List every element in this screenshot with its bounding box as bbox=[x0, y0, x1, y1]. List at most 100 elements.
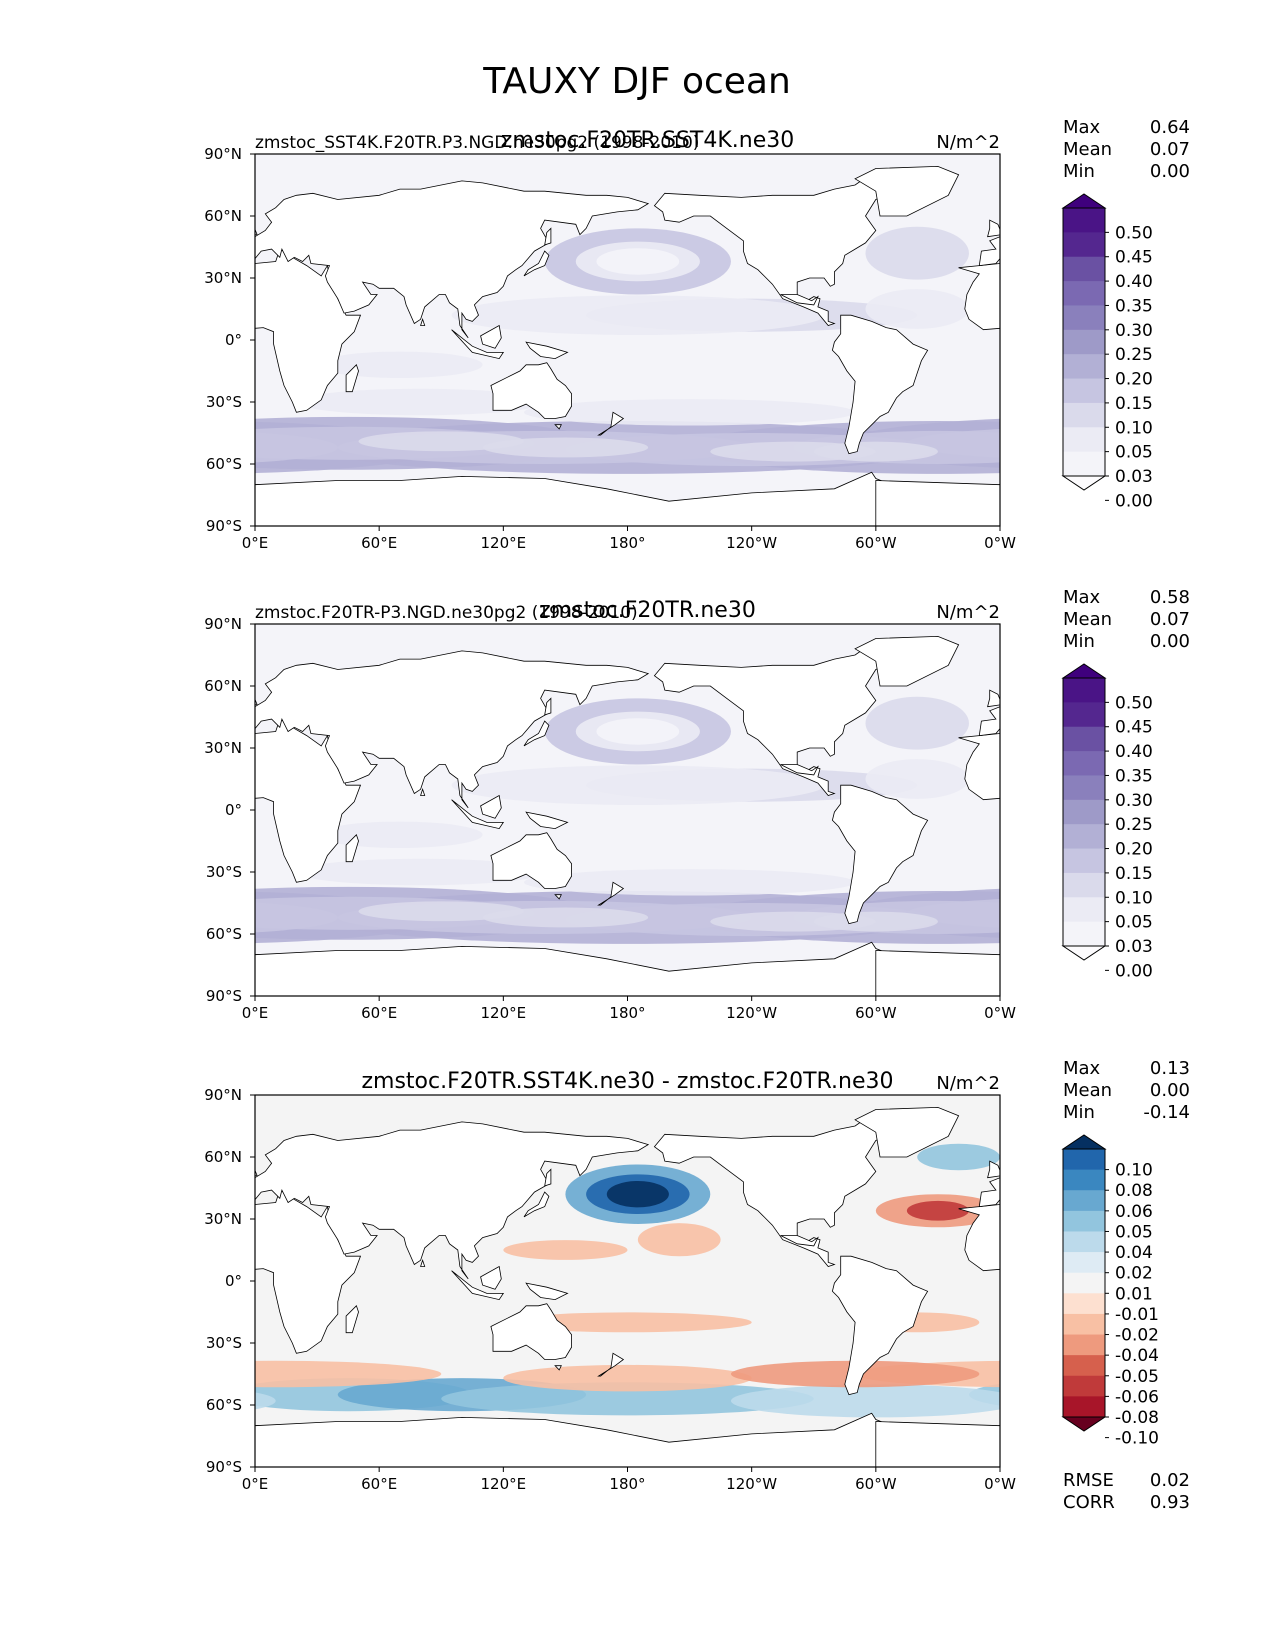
colorbar-segment bbox=[1063, 775, 1105, 801]
colorbar-label: 0.35 bbox=[1115, 296, 1153, 316]
land-mass bbox=[110, 1107, 214, 1157]
x-tick-label: 60°W bbox=[855, 1004, 897, 1022]
colorbar-segment bbox=[1063, 726, 1105, 752]
colorbar-segment bbox=[1063, 1252, 1105, 1274]
land-mass bbox=[345, 1305, 359, 1334]
field-contour bbox=[0, 433, 193, 466]
land-mass bbox=[0, 1112, 172, 1267]
y-tick-label: 0° bbox=[225, 1272, 242, 1290]
colorbar-label: 0.30 bbox=[1115, 791, 1153, 811]
land-mass bbox=[255, 1121, 650, 1280]
field-contour bbox=[0, 421, 193, 474]
colorbar-segment bbox=[1063, 281, 1105, 306]
stat-label: Max bbox=[1063, 1058, 1101, 1079]
stat-label: Mean bbox=[1063, 609, 1112, 630]
land-mass bbox=[87, 785, 182, 924]
land-mass bbox=[597, 1352, 625, 1377]
land-mass bbox=[87, 1256, 182, 1395]
y-tick-label: 60°S bbox=[206, 925, 242, 943]
y-tick-label: 60°N bbox=[204, 207, 242, 225]
land-mass bbox=[958, 263, 1000, 331]
x-tick-label: 0°W bbox=[984, 1004, 1016, 1022]
colorbar-label: 0.20 bbox=[1115, 840, 1153, 860]
field-layer bbox=[0, 1106, 1275, 1467]
field-contour bbox=[69, 442, 193, 462]
field-contour bbox=[482, 437, 649, 458]
field-contour bbox=[1228, 908, 1275, 928]
colorbar-label: -0.04 bbox=[1115, 1346, 1159, 1366]
field-contour bbox=[731, 1384, 1000, 1418]
land-mass bbox=[780, 294, 819, 306]
land-mass bbox=[1226, 796, 1247, 819]
colorbar-segment bbox=[1063, 208, 1105, 233]
land-mass bbox=[490, 832, 572, 889]
panel-center-title: zmstoc.F20TR.ne30 bbox=[539, 598, 756, 623]
land-mass bbox=[831, 1255, 929, 1396]
field-contour bbox=[0, 901, 7, 934]
land-mass bbox=[554, 424, 562, 430]
field-contour bbox=[296, 858, 545, 886]
x-tick-label: 60°E bbox=[361, 1475, 397, 1493]
field-contour bbox=[110, 1312, 234, 1332]
land-mass bbox=[36, 295, 73, 305]
field-contour bbox=[813, 441, 938, 462]
extra-stat-value: 0.93 bbox=[1150, 1492, 1190, 1513]
colorbar-label: 0.20 bbox=[1115, 370, 1153, 390]
x-tick-label: 120°W bbox=[726, 1475, 777, 1493]
panel-units: N/m^2 bbox=[936, 602, 1000, 623]
field-contour bbox=[865, 696, 969, 750]
y-tick-label: 60°N bbox=[204, 677, 242, 695]
field-contour bbox=[255, 902, 338, 933]
extra-stat-value: 0.02 bbox=[1150, 1470, 1190, 1491]
field-contour bbox=[1186, 1382, 1275, 1415]
field-contour bbox=[0, 399, 110, 425]
stat-value: 0.00 bbox=[1150, 1080, 1190, 1101]
x-tick-label: 120°W bbox=[726, 1004, 777, 1022]
land-mass bbox=[480, 794, 502, 819]
panel-left-title: zmstoc_SST4K.F20TR.P3.NGD.ne30pg2 (1998-… bbox=[255, 133, 699, 153]
field-contour bbox=[1197, 295, 1275, 335]
colorbar-label: -0.08 bbox=[1115, 1408, 1159, 1428]
y-tick-label: 60°N bbox=[204, 1148, 242, 1166]
colorbar-segment bbox=[1063, 427, 1105, 453]
x-tick-label: 0°E bbox=[242, 1475, 269, 1493]
x-tick-label: 120°W bbox=[726, 534, 777, 552]
colorbar-segment bbox=[1063, 378, 1105, 404]
y-tick-label: 90°S bbox=[206, 1458, 242, 1476]
field-contour bbox=[0, 431, 7, 464]
field-contour bbox=[1083, 901, 1275, 934]
x-tick-label: 180° bbox=[609, 534, 645, 552]
colorbar-segment bbox=[1063, 354, 1105, 380]
colorbar-label: 0.25 bbox=[1115, 815, 1153, 835]
land-mass bbox=[1269, 1192, 1275, 1217]
figure-title: TAUXY DJF ocean bbox=[482, 61, 791, 102]
land-mass bbox=[110, 636, 214, 686]
colorbar-segment bbox=[1063, 1149, 1105, 1171]
colorbar-segment bbox=[1063, 872, 1105, 898]
land-mass bbox=[525, 811, 569, 830]
field-contour bbox=[0, 912, 131, 932]
colorbar-label: -0.02 bbox=[1115, 1326, 1159, 1346]
colorbar-segment bbox=[1063, 402, 1105, 428]
x-tick-label: 0°W bbox=[984, 1475, 1016, 1493]
colorbar-extend-bottom bbox=[1061, 1416, 1107, 1432]
land-mass bbox=[831, 314, 929, 455]
field-contour bbox=[1248, 1312, 1275, 1332]
x-tick-label: 180° bbox=[609, 1475, 645, 1493]
field-contour bbox=[0, 891, 193, 944]
field-layer bbox=[0, 635, 1275, 996]
y-tick-label: 60°S bbox=[206, 1396, 242, 1414]
x-tick-label: 60°W bbox=[855, 534, 897, 552]
colorbar-segment bbox=[1063, 329, 1105, 355]
land-mass bbox=[831, 784, 929, 925]
land-mass bbox=[480, 324, 502, 349]
y-tick-label: 90°S bbox=[206, 987, 242, 1005]
land-mass bbox=[554, 894, 562, 900]
field-contour bbox=[0, 869, 110, 895]
land-mass bbox=[36, 1236, 73, 1246]
extra-stat-label: CORR bbox=[1063, 1492, 1115, 1513]
colorbar-label: 0.50 bbox=[1115, 693, 1153, 713]
y-tick-label: 90°N bbox=[204, 145, 242, 163]
field-contour bbox=[503, 1364, 752, 1392]
x-tick-label: 0°W bbox=[984, 534, 1016, 552]
